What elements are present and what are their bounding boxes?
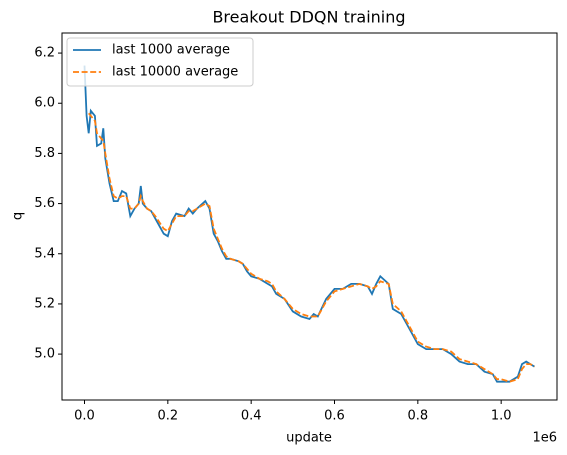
y-tick-label: 5.4 bbox=[34, 246, 55, 261]
y-tick-label: 5.6 bbox=[34, 196, 55, 211]
x-tick-label: 0.0 bbox=[74, 409, 95, 424]
x-tick-label: 1.0 bbox=[491, 409, 512, 424]
legend-box bbox=[66, 37, 254, 87]
y-tick-label: 5.8 bbox=[34, 146, 55, 161]
y-tick-label: 6.2 bbox=[34, 46, 55, 61]
x-tick-label: 0.4 bbox=[241, 409, 262, 424]
legend-label: last 1000 average bbox=[112, 43, 230, 58]
x-offset-label: 1e6 bbox=[532, 431, 557, 446]
data-line bbox=[83, 65, 535, 383]
chart-title: Breakout DDQN training bbox=[212, 8, 405, 27]
legend-label: last 10000 average bbox=[112, 65, 238, 80]
data-line bbox=[88, 112, 535, 383]
x-axis-label: update bbox=[286, 431, 332, 446]
x-tick-label: 0.6 bbox=[324, 409, 345, 424]
y-tick-label: 6.0 bbox=[34, 96, 55, 111]
plot-frame bbox=[61, 32, 558, 401]
x-tick-label: 0.2 bbox=[157, 409, 178, 424]
y-tick-label: 5.0 bbox=[34, 347, 55, 362]
x-tick-label: 0.8 bbox=[407, 409, 428, 424]
y-axis-label: q bbox=[11, 212, 26, 220]
y-tick-label: 5.2 bbox=[34, 296, 55, 311]
